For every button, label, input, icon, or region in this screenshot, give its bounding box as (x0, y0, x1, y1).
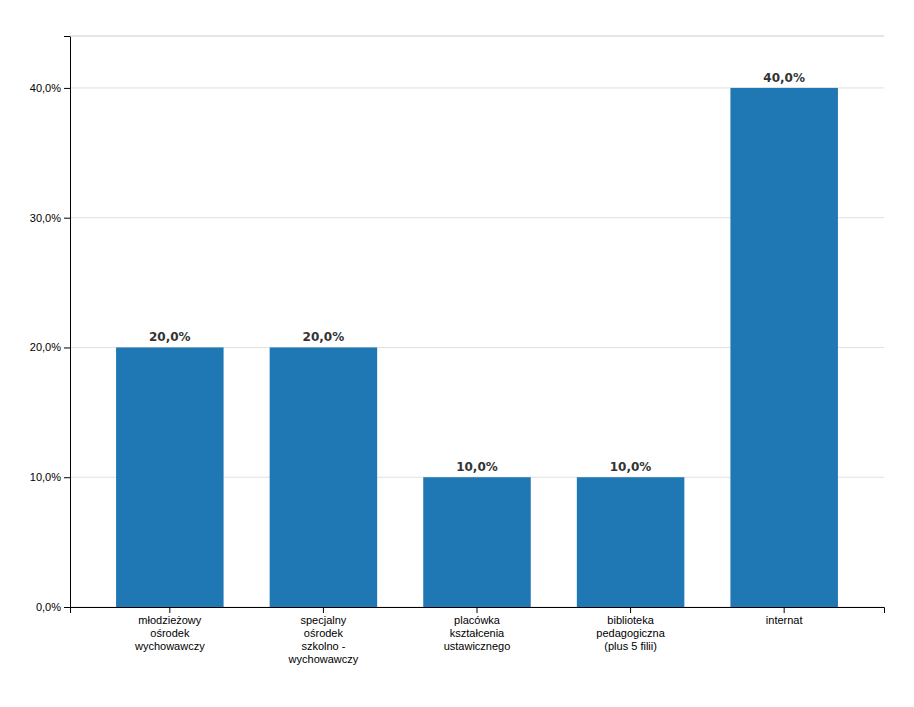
axis-line (71, 608, 885, 614)
tick: 40,0% (30, 82, 70, 94)
tick: internat (766, 607, 803, 626)
tick: młodzieżowyośrodekwychowawczy (134, 607, 205, 652)
x-axis: młodzieżowyośrodekwychowawczy specjalnyoś… (71, 607, 885, 665)
chart: 0,0% 10,0% 20,0% 30,0% 40,0% młodzieżowyośrod… (0, 0, 914, 707)
data-label: 10,0% (610, 460, 652, 474)
tick: 10,0% (30, 471, 70, 483)
bar (730, 88, 838, 607)
tick-label: 20,0% (30, 341, 61, 353)
tick-mark (323, 607, 324, 613)
tick-label: 10,0% (30, 471, 61, 483)
tick-label: 0,0% (36, 601, 61, 613)
data-labels: 20,0% 20,0% 10,0% 10,0% 40,0% (149, 71, 805, 474)
tick-mark (64, 607, 70, 608)
tick-mark (64, 477, 70, 478)
tick-mark (169, 607, 170, 613)
axis-line (64, 37, 71, 608)
tick-mark (477, 607, 478, 613)
bar (116, 347, 224, 607)
tick: 20,0% (30, 341, 70, 353)
tick-label: placówkakształceniaustawicznego (444, 614, 511, 652)
frame (70, 36, 884, 37)
bars (116, 88, 838, 607)
tick: placówkakształceniaustawicznego (444, 607, 511, 652)
bar (270, 347, 378, 607)
tick: bibliotekapedagogiczna(plus 5 filii) (596, 607, 665, 652)
data-label: 40,0% (763, 71, 805, 85)
plot: 0,0% 10,0% 20,0% 30,0% 40,0% młodzieżowyośrod… (30, 36, 885, 665)
tick-mark (630, 607, 631, 613)
tick-mark (64, 88, 70, 89)
tick-mark (784, 607, 785, 613)
tick-label: 40,0% (30, 82, 61, 94)
tick-label: 30,0% (30, 212, 61, 224)
data-label: 20,0% (149, 330, 191, 344)
tick: specjalnyośrodekszkolno -wychowawczy (288, 607, 359, 665)
bar (423, 477, 531, 607)
tick-label: specjalnyośrodekszkolno -wychowawczy (288, 614, 359, 666)
data-label: 10,0% (456, 460, 498, 474)
tick-label: bibliotekapedagogiczna(plus 5 filii) (596, 614, 665, 652)
tick: 30,0% (30, 212, 70, 224)
tick: 0,0% (36, 601, 70, 613)
tick-mark (64, 218, 70, 219)
tick-mark (64, 347, 70, 348)
tick-label: internat (766, 614, 803, 626)
grid (70, 88, 884, 607)
y-axis: 0,0% 10,0% 20,0% 30,0% 40,0% (30, 37, 71, 614)
data-label: 20,0% (303, 330, 345, 344)
bar (577, 477, 685, 607)
tick-label: młodzieżowyośrodekwychowawczy (134, 614, 205, 652)
